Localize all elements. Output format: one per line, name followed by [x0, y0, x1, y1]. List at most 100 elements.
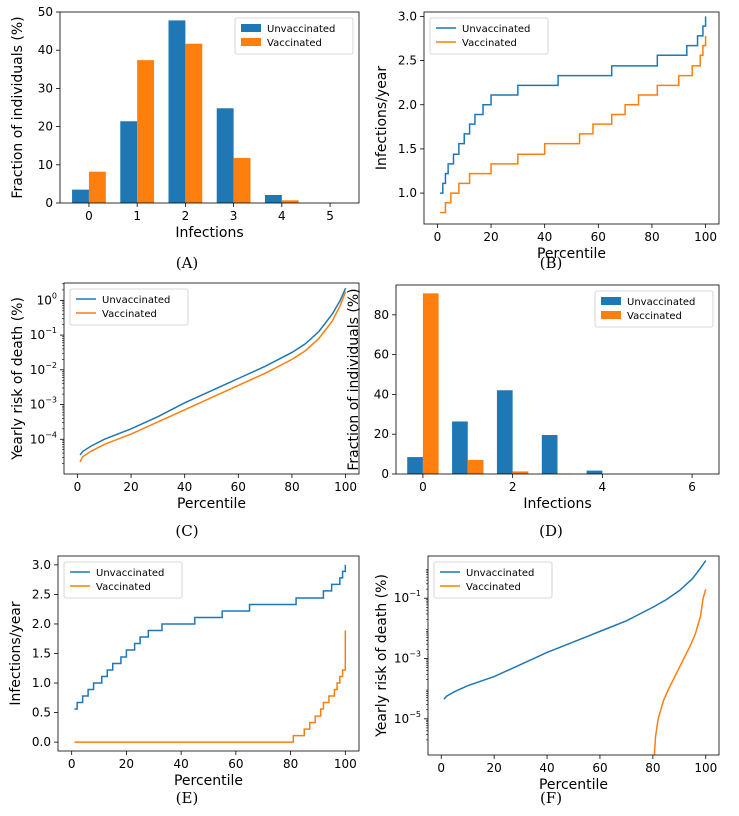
bar-unvaccinated-4 [586, 470, 603, 474]
x-tick-label: 60 [231, 480, 246, 494]
y-tick-label: 3.0 [398, 9, 417, 23]
panel-caption: (E) [176, 789, 199, 807]
bar-unvaccinated-1 [452, 421, 468, 474]
legend-swatch-unvaccinated [601, 297, 621, 305]
y-tick-label: 100 [37, 291, 57, 307]
y-tick-label: 60 [374, 348, 389, 362]
bar-unvaccinated-4 [264, 194, 282, 203]
y-tick-label: 2.5 [32, 587, 51, 601]
x-tick-label: 80 [645, 761, 660, 775]
y-tick-exponent: 0 [52, 291, 57, 300]
y-tick-exponent: −4 [45, 430, 57, 439]
x-tick-label: 0 [437, 761, 445, 775]
plot-data [440, 16, 707, 214]
panel-c: 0 20 40 60 80 10010−410−310−210−1100Percentil… [10, 282, 360, 540]
y-tick-base: 10 [37, 293, 52, 307]
panel-b: 0 20 40 60 80 100 1.0 1.5 2.0 2.5 3.0 Percentile Inf… [374, 9, 720, 272]
panel-caption: (A) [176, 254, 199, 272]
y-axis-title: Yearly risk of death (%) [10, 297, 26, 461]
axes-frame [427, 555, 720, 756]
x-tick-label: 80 [283, 757, 298, 771]
y-tick-exponent: −3 [45, 396, 57, 405]
legend-label-unvaccinated: Unvaccinated [96, 568, 164, 579]
bar-vaccinated-2 [185, 43, 203, 203]
y-tick-label: 0 [381, 467, 389, 481]
legend-label-unvaccinated: Unvaccinated [102, 295, 170, 306]
y-tick-label: 50 [38, 5, 53, 19]
y-tick-exponent: −3 [409, 650, 421, 659]
y-tick-label: 0.5 [32, 706, 51, 720]
legend-label-unvaccinated: Unvaccinated [627, 297, 695, 308]
bar-vaccinated-0 [422, 293, 439, 474]
y-tick-label: 1.0 [32, 676, 51, 690]
x-tick-label: 60 [591, 230, 606, 244]
legend-label-vaccinated: Vaccinated [462, 38, 517, 49]
x-tick-label: 0 [74, 480, 82, 494]
x-tick-label: 80 [284, 480, 299, 494]
panel-caption: (B) [540, 254, 563, 272]
x-tick-label: 20 [123, 480, 138, 494]
y-tick-label: 20 [38, 120, 53, 134]
legend-swatch-vaccinated [241, 38, 261, 46]
bar-vaccinated-0 [88, 171, 106, 203]
legend-swatch-unvaccinated [241, 24, 261, 32]
bar-vaccinated-3 [233, 157, 251, 203]
y-tick-label: 10−2 [30, 361, 57, 377]
x-tick-label: 100 [334, 757, 357, 771]
y-axis-title: Infections/year [374, 66, 390, 171]
y-tick-label: 10−4 [30, 430, 57, 446]
legend-box [234, 17, 354, 55]
bar-vaccinated-1 [467, 459, 484, 474]
plot-data [74, 564, 347, 743]
plot-data [407, 293, 603, 474]
legend-box [429, 17, 549, 55]
y-tick-base: 10 [394, 712, 409, 726]
legend: Unvaccinated Vaccinated [63, 561, 183, 599]
y-tick-label: 2.0 [398, 98, 417, 112]
y-tick-label: 2.0 [32, 617, 51, 631]
axes-frame [423, 11, 720, 225]
x-axis-title: Infections [523, 496, 591, 512]
x-tick-label: 4 [278, 209, 286, 223]
legend: Unvaccinated Vaccinated [433, 561, 553, 599]
axes-frame [59, 11, 360, 204]
series-line-unvaccinated [74, 564, 347, 710]
y-tick-label: 1.5 [32, 647, 51, 661]
series-line-unvaccinated [440, 16, 707, 194]
y-tick-base: 10 [30, 363, 45, 377]
legend-label-unvaccinated: Unvaccinated [466, 568, 534, 579]
legend-swatch-vaccinated [601, 311, 621, 319]
panel-caption: (C) [175, 522, 198, 540]
bar-unvaccinated-3 [216, 108, 234, 203]
plot-data [79, 287, 347, 463]
y-tick-label: 10−3 [394, 650, 421, 666]
legend: Unvaccinated Vaccinated [69, 288, 189, 326]
x-tick-label: 6 [688, 480, 696, 494]
x-tick-label: 40 [177, 480, 192, 494]
y-tick-base: 10 [30, 398, 45, 412]
axes-frame [63, 282, 360, 475]
bar-unvaccinated-3 [541, 435, 558, 474]
x-tick-label: 5 [326, 209, 334, 223]
series-line-vaccinated [74, 630, 347, 743]
series-line-unvaccinated [443, 560, 707, 700]
legend-label-unvaccinated: Unvaccinated [267, 24, 335, 35]
bar-unvaccinated-2 [168, 20, 186, 203]
x-tick-label: 40 [539, 761, 554, 775]
y-tick-exponent: −2 [45, 361, 57, 370]
x-axis-title: Percentile [174, 773, 243, 789]
panel-e: 0 20 40 60 80 100 0.0 0.5 1.0 1.5 2.0 2.5 3.0 Percent… [8, 555, 360, 807]
x-axis-title: Percentile [177, 496, 246, 512]
x-tick-label: 20 [486, 761, 501, 775]
bar-vaccinated-2 [512, 471, 529, 474]
legend: Unvaccinated Vaccinated [234, 17, 354, 55]
bar-unvaccinated-1 [120, 121, 138, 203]
y-tick-base: 10 [394, 591, 409, 605]
x-tick-label: 0 [85, 209, 93, 223]
y-tick-label: 1.0 [398, 186, 417, 200]
y-axis-title: Yearly risk of death (%) [374, 574, 390, 738]
legend-box [69, 288, 189, 326]
